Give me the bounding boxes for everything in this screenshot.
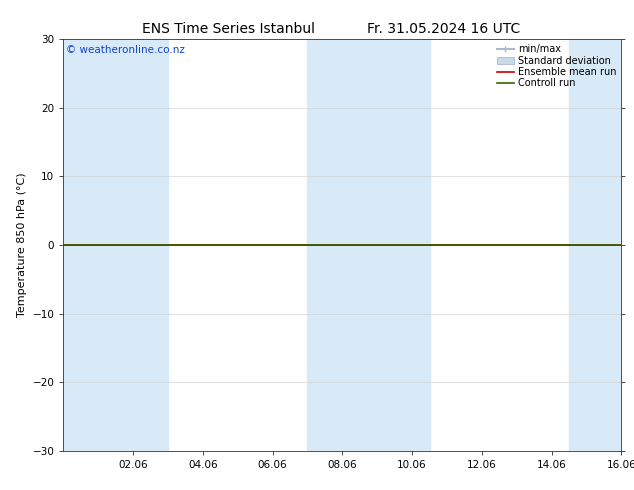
Bar — [307, 39, 429, 451]
Y-axis label: Temperature 850 hPa (°C): Temperature 850 hPa (°C) — [17, 172, 27, 318]
Bar — [63, 39, 168, 451]
Text: ENS Time Series Istanbul: ENS Time Series Istanbul — [142, 22, 314, 36]
Legend: min/max, Standard deviation, Ensemble mean run, Controll run: min/max, Standard deviation, Ensemble me… — [495, 42, 618, 90]
Title: ENS Time Series Istanbul    Fr. 31.05.2024 16 UTC: ENS Time Series Istanbul Fr. 31.05.2024 … — [0, 489, 1, 490]
Text: © weatheronline.co.nz: © weatheronline.co.nz — [66, 46, 185, 55]
Text: Fr. 31.05.2024 16 UTC: Fr. 31.05.2024 16 UTC — [367, 22, 521, 36]
Bar — [569, 39, 634, 451]
